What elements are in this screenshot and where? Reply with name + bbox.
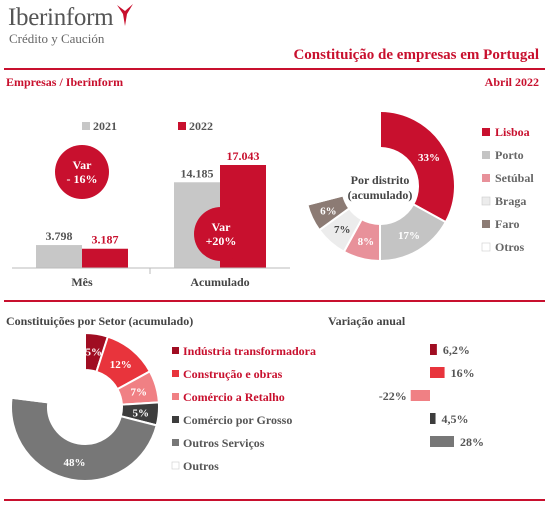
slice-lisboa <box>379 109 456 224</box>
legend-label-setubal: Setúbal <box>495 171 534 185</box>
legend-swatch-comercio-por-grosso <box>172 416 179 423</box>
bar-chart-empresas: 2021 2022 3.798 3.187 Mês 14.185 17.043 Acumula… <box>12 119 290 289</box>
legend-swatch-setubal <box>482 174 490 182</box>
slice-label-lisboa: 33% <box>418 152 440 164</box>
sector-chart-title: Constituições por Setor (acumulado) <box>6 314 194 328</box>
var-text-mes-1: - 16% <box>67 172 98 186</box>
slice-outros-servicos <box>10 396 158 482</box>
page-title: Constituição de empresas em Portugal <box>293 47 539 63</box>
legend-label-2021: 2021 <box>93 119 117 133</box>
legend-label-lisboa: Lisboa <box>495 125 530 139</box>
x-tick-acumulado: Acumulado <box>190 275 249 289</box>
top-divider <box>4 68 545 70</box>
logo-bird-icon <box>117 4 133 26</box>
slice-label-faro: 6% <box>320 205 337 217</box>
bar-label-acumulado-2022: 17.043 <box>227 149 260 163</box>
section-title-empresas: Empresas / Iberinform <box>6 75 124 89</box>
legend-label-industria-transformadora: Indústria transformadora <box>183 344 316 358</box>
legend-swatch-braga <box>481 196 491 206</box>
var-text-acumulado-1: +20% <box>206 234 237 248</box>
legend-label-comercio-por-grosso: Comércio por Grosso <box>183 413 292 427</box>
slice-label-construcao-e-obras: 12% <box>110 359 132 371</box>
legend-label-braga: Braga <box>495 194 526 208</box>
logo-subtitle: Crédito y Caución <box>9 31 105 46</box>
legend-swatch-industria-transformadora <box>172 347 179 354</box>
legend-label-outros: Outros <box>183 459 219 473</box>
bar-mes-2022 <box>82 248 128 268</box>
variation-label-comercio-por-grosso: 4,5% <box>442 412 469 426</box>
donut-chart-distrito: 33% 17% 8% 7% 6% Por distrito(acumulado) Lisbo… <box>304 109 534 263</box>
bar-label-mes-2022: 3.187 <box>92 233 119 247</box>
slice-label-comercio-a-retalho: 7% <box>131 386 148 398</box>
legend-label-2022: 2022 <box>189 119 213 133</box>
legend-swatch-faro <box>482 220 490 228</box>
variation-label-industria-transformadora: 6,2% <box>443 343 470 357</box>
legend-label-faro: Faro <box>495 217 519 231</box>
variation-bar-construcao-e-obras <box>430 367 445 378</box>
donut-chart-setor: 5% 12% 7% 5% 48% Indústria transformadora Cons… <box>10 331 484 482</box>
bar-mes-2021 <box>36 245 82 268</box>
legend-swatch-2021 <box>82 122 90 130</box>
variation-label-outros-servicos: 28% <box>460 435 484 449</box>
legend-label-porto: Porto <box>495 148 524 162</box>
legend-label-construcao-e-obras: Construção e obras <box>183 367 283 381</box>
slice-otros <box>304 109 381 206</box>
donut-center-label-1: (acumulado) <box>348 188 413 202</box>
variation-chart-title: Variação anual <box>328 314 406 328</box>
slice-label-comercio-por-grosso: 5% <box>133 407 150 419</box>
legend-label-otros: Otros <box>495 240 524 254</box>
variation-label-construcao-e-obras: 16% <box>451 366 475 380</box>
legend-label-outros-servicos: Outros Serviços <box>183 436 265 450</box>
bar-label-mes-2021: 3.798 <box>46 229 73 243</box>
var-text-acumulado-0: Var <box>212 220 232 234</box>
var-text-mes-0: Var <box>73 158 93 172</box>
x-tick-mes: Mês <box>71 275 93 289</box>
variation-bar-comercio-a-retalho <box>410 390 430 401</box>
variation-label-comercio-a-retalho: -22% <box>379 389 407 403</box>
legend-swatch-otros <box>481 242 491 252</box>
var-bubble-mes <box>55 145 109 199</box>
logo-name: Iberinform <box>8 4 114 31</box>
slice-label-industria-transformadora: 5% <box>86 347 103 359</box>
slice-outros <box>10 331 86 404</box>
report-date: Abril 2022 <box>484 75 539 89</box>
middle-divider <box>4 300 545 302</box>
legend-swatch-2022 <box>178 122 186 130</box>
donut-center-label-0: Por distrito <box>351 173 410 187</box>
variation-bar-outros-servicos <box>430 436 454 447</box>
bar-label-acumulado-2021: 14.185 <box>181 166 214 180</box>
variation-bar-comercio-por-grosso <box>430 413 436 424</box>
legend-swatch-outros-servicos <box>172 439 179 446</box>
legend-swatch-construcao-e-obras <box>172 370 179 377</box>
legend-swatch-porto <box>482 151 490 159</box>
bottom-divider <box>4 499 545 501</box>
legend-swatch-comercio-a-retalho <box>172 393 179 400</box>
legend-swatch-lisboa <box>482 128 490 136</box>
slice-label-braga: 7% <box>334 224 351 236</box>
variation-bar-industria-transformadora <box>430 344 437 355</box>
legend-swatch-outros <box>171 461 180 470</box>
slice-label-setubal: 8% <box>358 236 375 248</box>
slice-label-outros-servicos: 48% <box>64 457 86 469</box>
slice-label-porto: 17% <box>398 230 420 242</box>
var-bubble-acumulado <box>194 207 248 261</box>
legend-label-comercio-a-retalho: Comércio a Retalho <box>183 390 285 404</box>
